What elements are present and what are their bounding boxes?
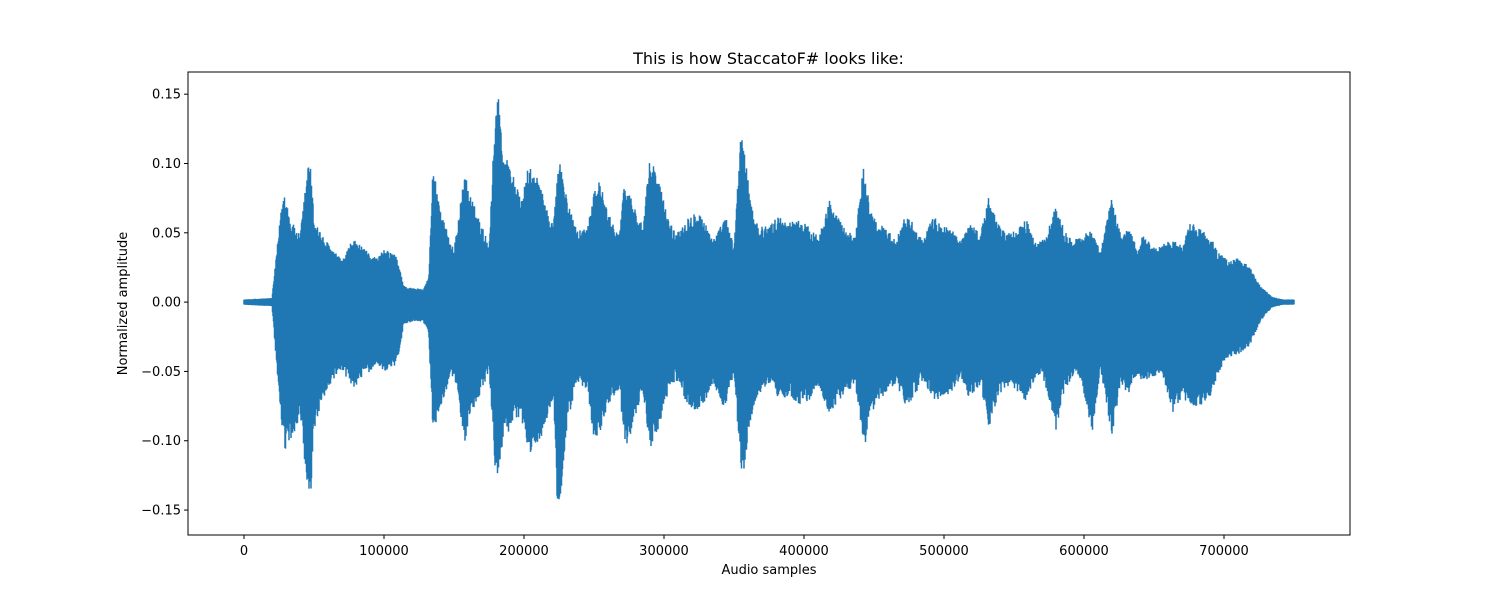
x-tick-label: 200000 [499, 544, 549, 559]
y-tick-label: −0.15 [141, 504, 181, 519]
y-tick-label: −0.10 [141, 434, 181, 449]
chart-title: This is how StaccatoF# looks like: [632, 49, 904, 68]
y-tick-label: 0.00 [152, 296, 181, 311]
plot-area [243, 99, 1295, 500]
y-tick-label: 0.05 [152, 226, 181, 241]
y-tick-label: 0.15 [152, 88, 181, 103]
x-tick-label: 300000 [639, 544, 689, 559]
x-axis-label: Audio samples [721, 563, 816, 578]
x-tick-label: 500000 [919, 544, 969, 559]
axes-frame [187, 71, 1351, 536]
y-axis: −0.15 −0.10 −0.05 0.00 0.05 0.10 0.15 [141, 88, 188, 519]
x-tick-label: 700000 [1199, 544, 1249, 559]
x-tick-label: 600000 [1059, 544, 1109, 559]
y-axis-label: Normalized amplitude [116, 232, 131, 376]
y-tick-label: 0.10 [152, 157, 181, 172]
x-tick-label: 100000 [359, 544, 409, 559]
y-tick-label: −0.05 [141, 365, 181, 380]
waveform-series-0 [243, 99, 1295, 500]
x-axis: 0 100000 200000 300000 400000 500000 600000 700… [240, 535, 1249, 559]
x-tick-label: 0 [240, 544, 248, 559]
x-tick-label: 400000 [779, 544, 829, 559]
